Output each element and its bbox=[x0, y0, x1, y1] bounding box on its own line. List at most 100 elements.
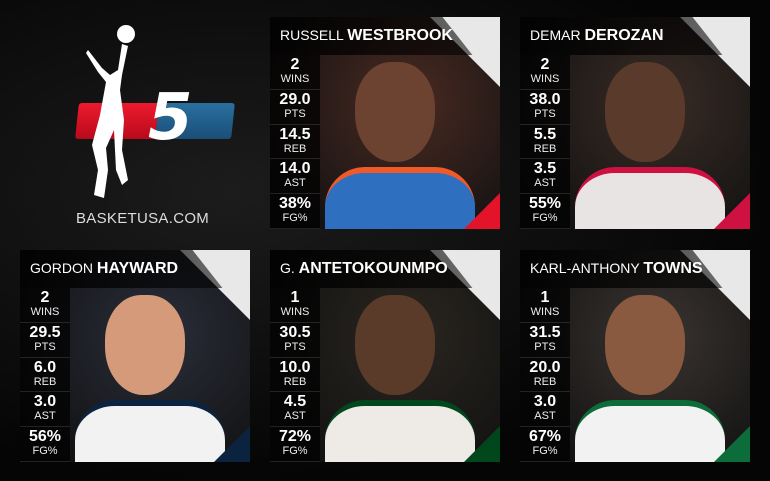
stat-label: PTS bbox=[34, 340, 56, 353]
stat-label: REB bbox=[533, 375, 557, 388]
stat-value: 67% bbox=[528, 428, 562, 446]
stat-value: 29.0 bbox=[279, 90, 311, 108]
stat-label: WINS bbox=[280, 306, 310, 318]
stat-label: FG% bbox=[282, 212, 308, 225]
name-header bbox=[270, 250, 473, 288]
player-jersey bbox=[575, 400, 725, 462]
stat-value: 56% bbox=[28, 428, 62, 446]
stat-reb: 20.0 REB bbox=[520, 358, 570, 393]
stat-label: FG% bbox=[532, 212, 558, 225]
stat-value: 6.0 bbox=[33, 358, 57, 376]
stat-value: 2 bbox=[540, 56, 550, 73]
stat-value: 30.5 bbox=[279, 323, 311, 341]
stat-label: WINS bbox=[530, 73, 560, 85]
stats-column: 1 WINS 31.5 PTS 20.0 REB 3.0 AST 67% FG% bbox=[520, 288, 570, 462]
stat-fg-pct: 72% FG% bbox=[270, 427, 320, 462]
player-first-name: DEMAR bbox=[530, 27, 581, 43]
stat-label: FG% bbox=[282, 445, 308, 458]
player-first-name: KARL-ANTHONY bbox=[530, 260, 640, 276]
stat-label: AST bbox=[284, 177, 306, 190]
stat-pts: 30.5 PTS bbox=[270, 323, 320, 358]
basketusa-logo: 5 BASKETUSA.COM bbox=[40, 20, 240, 240]
stat-wins: 2 WINS bbox=[520, 55, 570, 90]
player-name: G. ANTETOKOUNMPO bbox=[280, 260, 448, 278]
stat-value: 4.5 bbox=[283, 393, 307, 411]
stat-label: REB bbox=[283, 375, 307, 388]
stat-wins: 2 WINS bbox=[20, 288, 70, 323]
player-jersey bbox=[575, 167, 725, 229]
stat-value: 14.0 bbox=[279, 160, 311, 178]
stat-pts: 29.5 PTS bbox=[20, 323, 70, 358]
player-head bbox=[355, 295, 435, 395]
stat-label: AST bbox=[34, 410, 56, 423]
stats-column: 1 WINS 30.5 PTS 10.0 REB 4.5 AST 72% FG% bbox=[270, 288, 320, 462]
stat-label: PTS bbox=[534, 340, 556, 353]
stat-ast: 3.0 AST bbox=[520, 392, 570, 428]
stat-value: 29.5 bbox=[29, 323, 61, 341]
player-card[interactable]: G. ANTETOKOUNMPO 1 WINS 30.5 PTS 10.0 REB 4.5 A… bbox=[270, 250, 500, 462]
stat-wins: 1 WINS bbox=[270, 288, 320, 323]
stat-ast: 3.0 AST bbox=[20, 392, 70, 428]
stats-column: 2 WINS 29.5 PTS 6.0 REB 3.0 AST 56% FG% bbox=[20, 288, 70, 462]
stat-value: 1 bbox=[290, 289, 300, 306]
player-first-name: RUSSELL bbox=[280, 27, 344, 43]
player-head bbox=[355, 62, 435, 162]
player-silhouette-icon bbox=[86, 25, 135, 198]
stat-label: AST bbox=[534, 410, 556, 423]
stats-column: 2 WINS 29.0 PTS 14.5 REB 14.0 AST 38% FG% bbox=[270, 55, 320, 229]
logo-number: 5 bbox=[148, 81, 193, 155]
player-last-name: HAYWARD bbox=[96, 260, 179, 277]
stat-label: PTS bbox=[284, 340, 306, 353]
stat-value: 38.0 bbox=[529, 90, 561, 108]
stat-ast: 4.5 AST bbox=[270, 392, 320, 428]
stat-value: 1 bbox=[540, 289, 550, 306]
stat-label: FG% bbox=[32, 445, 58, 458]
player-head bbox=[605, 295, 685, 395]
stat-value: 5.5 bbox=[533, 125, 557, 143]
stat-wins: 2 WINS bbox=[270, 55, 320, 90]
stat-label: REB bbox=[33, 375, 57, 388]
player-name: DEMAR DEROZAN bbox=[530, 27, 664, 45]
stat-fg-pct: 55% FG% bbox=[520, 194, 570, 229]
stat-value: 2 bbox=[40, 289, 50, 306]
stat-value: 2 bbox=[290, 56, 300, 73]
site-name: BASKETUSA.COM bbox=[76, 210, 210, 227]
stat-value: 14.5 bbox=[279, 125, 311, 143]
stat-pts: 31.5 PTS bbox=[520, 323, 570, 358]
stat-value: 38% bbox=[278, 195, 312, 213]
player-card[interactable]: GORDON HAYWARD 2 WINS 29.5 PTS 6.0 REB 3.0 AST 5… bbox=[20, 250, 250, 462]
stat-label: WINS bbox=[530, 306, 560, 318]
stat-reb: 5.5 REB bbox=[520, 125, 570, 160]
stat-value: 20.0 bbox=[529, 358, 561, 376]
player-head bbox=[605, 62, 685, 162]
player-name: GORDON HAYWARD bbox=[30, 260, 178, 278]
player-last-name: DEROZAN bbox=[584, 27, 664, 44]
player-name: KARL-ANTHONY TOWNS bbox=[530, 260, 703, 278]
stat-fg-pct: 38% FG% bbox=[270, 194, 320, 229]
player-jersey bbox=[325, 167, 475, 229]
player-card[interactable]: RUSSELL WESTBROOK 2 WINS 29.0 PTS 14.5 REB 14.… bbox=[270, 17, 500, 229]
stat-value: 3.0 bbox=[533, 393, 557, 411]
stat-value: 3.0 bbox=[33, 393, 57, 411]
player-card[interactable]: KARL-ANTHONY TOWNS 1 WINS 31.5 PTS 20.0 REB 3.… bbox=[520, 250, 750, 462]
stat-value: 3.5 bbox=[533, 160, 557, 178]
stat-reb: 10.0 REB bbox=[270, 358, 320, 393]
name-header bbox=[520, 17, 723, 55]
stat-label: WINS bbox=[30, 306, 60, 318]
player-jersey bbox=[75, 400, 225, 462]
stat-label: AST bbox=[534, 177, 556, 190]
player-jersey bbox=[325, 400, 475, 462]
player-last-name: TOWNS bbox=[643, 260, 703, 277]
player-first-name: G. bbox=[280, 260, 295, 276]
stat-label: AST bbox=[284, 410, 306, 423]
stat-fg-pct: 67% FG% bbox=[520, 427, 570, 462]
stat-value: 72% bbox=[278, 428, 312, 446]
player-card[interactable]: DEMAR DEROZAN 2 WINS 38.0 PTS 5.5 REB 3.5 AST 55… bbox=[520, 17, 750, 229]
stat-label: FG% bbox=[532, 445, 558, 458]
player-last-name: WESTBROOK bbox=[347, 27, 453, 44]
player-last-name: ANTETOKOUNMPO bbox=[298, 260, 448, 277]
stat-reb: 6.0 REB bbox=[20, 358, 70, 393]
stat-ast: 14.0 AST bbox=[270, 159, 320, 195]
stat-label: PTS bbox=[534, 107, 556, 120]
stat-pts: 38.0 PTS bbox=[520, 90, 570, 125]
